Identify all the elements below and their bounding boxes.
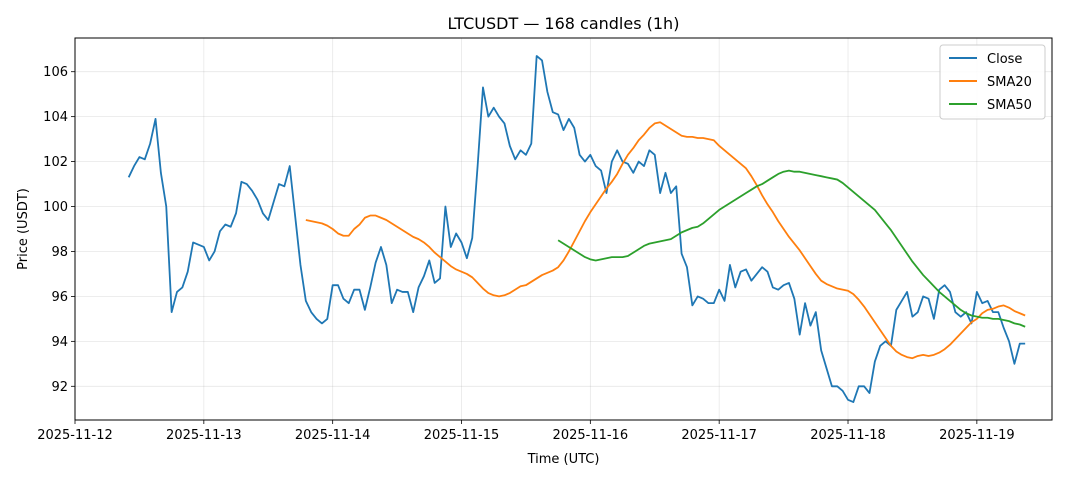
y-tick-label: 96 [51,290,68,305]
x-tick-label: 2025-11-16 [553,428,629,443]
y-tick-label: 106 [43,65,68,80]
legend-label-sma50: SMA50 [987,98,1032,113]
x-tick-label: 2025-11-14 [295,428,371,443]
x-tick-label: 2025-11-18 [810,428,886,443]
series-line-sma50 [557,169,1026,328]
x-tick-label: 2025-11-15 [424,428,500,443]
legend-label-sma20: SMA20 [987,75,1032,90]
y-axis-label: Price (USDT) [16,188,31,270]
legend-label-close: Close [987,52,1022,67]
y-tick-label: 102 [43,155,68,170]
y-tick-label: 92 [51,380,68,395]
x-tick-label: 2025-11-17 [681,428,757,443]
y-tick-label: 104 [43,110,68,125]
y-axis: 92 94 96 98 100 102 104 106 [43,65,75,395]
x-tick-label: 2025-11-19 [939,428,1015,443]
series-line-close [127,55,1026,403]
y-tick-label: 100 [43,200,68,215]
y-tick-label: 94 [51,335,68,350]
x-axis: 2025-11-12 2025-11-13 2025-11-14 2025-11-15… [37,420,1015,443]
series-line-sma20 [305,121,1026,360]
chart-title: LTCUSDT — 168 candles (1h) [448,14,680,33]
x-axis-label: Time (UTC) [527,452,600,467]
legend: Close SMA20 SMA50 [939,44,1046,120]
y-tick-label: 98 [51,245,68,260]
x-tick-label: 2025-11-13 [166,428,242,443]
grid [74,38,1052,420]
x-tick-label: 2025-11-12 [37,428,113,443]
series-layer [127,55,1026,403]
plot-frame [74,37,1053,421]
legend-box [939,44,1046,120]
